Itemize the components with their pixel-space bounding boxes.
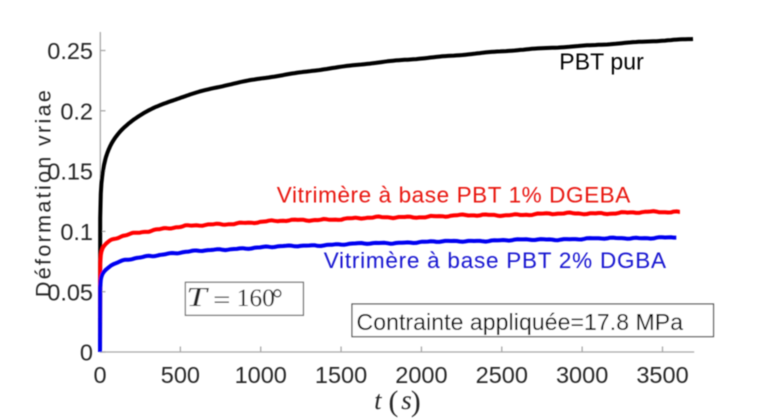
svg-text:0: 0 (80, 340, 93, 366)
svg-text:=: = (213, 287, 230, 314)
svg-text:1000: 1000 (235, 362, 287, 388)
svg-text:0.25: 0.25 (47, 38, 93, 64)
svg-text:160: 160 (237, 283, 275, 312)
svg-text:1500: 1500 (315, 362, 367, 388)
svg-text:T: T (186, 282, 209, 312)
svg-text:(: ( (389, 386, 399, 418)
svg-text:): ) (411, 386, 421, 418)
svg-text:3000: 3000 (556, 362, 608, 388)
svg-text:0.1: 0.1 (60, 219, 93, 245)
svg-text:3500: 3500 (636, 362, 688, 388)
svg-text:°: ° (272, 284, 283, 314)
svg-text:2000: 2000 (395, 362, 447, 388)
svg-text:Vitrimère à base PBT 1% DGEBA: Vitrimère à base PBT 1% DGEBA (277, 183, 631, 208)
svg-text:PBT pur: PBT pur (559, 49, 644, 75)
svg-text:Contrainte appliquée=17.8 MPa: Contrainte appliquée=17.8 MPa (357, 309, 684, 335)
svg-text:t: t (374, 386, 382, 415)
svg-text:500: 500 (161, 362, 200, 388)
svg-text:0: 0 (93, 362, 106, 388)
svg-text:2500: 2500 (476, 362, 528, 388)
svg-text:0.05: 0.05 (47, 279, 93, 305)
svg-text:s: s (401, 385, 412, 415)
svg-text:0.2: 0.2 (60, 98, 93, 124)
svg-text:0.15: 0.15 (47, 159, 93, 185)
svg-text:Vitrimère à base PBT 2% DGBA: Vitrimère à base PBT 2% DGBA (324, 248, 666, 273)
